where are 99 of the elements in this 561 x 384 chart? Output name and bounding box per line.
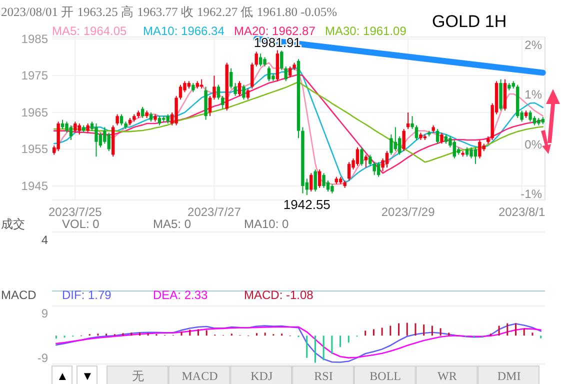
candlestick — [444, 134, 448, 144]
text: MA20: 1962.87 — [234, 24, 316, 38]
candlestick — [221, 95, 224, 110]
text: KDJ — [250, 369, 273, 383]
text: ▼ — [82, 369, 94, 383]
text: ▲ — [56, 369, 68, 383]
text: RSI — [314, 369, 333, 383]
candlestick — [116, 114, 119, 126]
text: MA10: 1966.34 — [143, 24, 225, 38]
candlestick — [465, 146, 469, 158]
candlestick — [120, 114, 124, 126]
candlestick — [532, 116, 536, 126]
y-tick-label: -9 — [37, 350, 48, 365]
x-tick-label: 2023/7/25 — [48, 205, 102, 219]
y-tick-label: 1985 — [21, 32, 48, 46]
text: DEA: 2.33 — [153, 288, 208, 302]
text: 成交 — [1, 217, 25, 231]
candlestick — [452, 140, 456, 159]
candlestick — [402, 128, 406, 152]
candlestick — [212, 75, 216, 100]
candlestick — [385, 150, 389, 168]
text: 4 — [41, 233, 48, 247]
candlestick — [414, 124, 418, 141]
line-series — [53, 81, 544, 163]
y-tick-label: 1975 — [21, 68, 48, 83]
candlestick — [86, 122, 90, 134]
candlestick — [78, 122, 81, 136]
candlestick — [280, 50, 284, 71]
candlestick — [69, 124, 73, 141]
candlestick — [284, 66, 288, 82]
candlestick — [360, 146, 364, 166]
y2-tick-label: 1% — [524, 88, 542, 102]
text: 无 — [132, 369, 144, 383]
x-tick-label: 2023/7/29 — [381, 205, 436, 219]
candlestick — [192, 82, 195, 93]
candlestick — [474, 146, 478, 164]
candlestick — [94, 122, 98, 158]
candlestick — [254, 51, 258, 67]
text: MACD — [182, 369, 218, 383]
candlestick — [440, 132, 444, 144]
candlestick — [372, 162, 376, 176]
candlestick — [242, 84, 246, 100]
x-tick-label: 2023/8/1 — [498, 205, 546, 219]
candlestick — [267, 66, 271, 82]
candlestick — [263, 56, 266, 67]
candlestick — [250, 62, 254, 90]
y2-tick-label: 0% — [524, 137, 542, 152]
x-tick-label: 2023/7/27 — [188, 205, 242, 219]
candlestick — [470, 146, 473, 159]
candlestick — [356, 146, 360, 166]
chart-subtitle: 2023/08/01 开 1963.25 高 1963.77 收 1962.27 低 1961.80 -0.05% — [1, 4, 338, 19]
candlestick — [234, 82, 237, 96]
candlestick — [318, 168, 322, 188]
candlestick — [158, 116, 162, 126]
candlestick — [364, 154, 368, 168]
candlestick — [347, 162, 351, 181]
candlestick — [528, 110, 532, 122]
candlestick — [398, 136, 402, 156]
text: MA10: 0 — [244, 217, 290, 231]
candlestick — [314, 168, 317, 192]
candlestick — [330, 184, 334, 194]
candlestick — [107, 132, 110, 152]
candlestick — [65, 121, 68, 134]
text: BOLL — [370, 369, 402, 383]
text: WR — [438, 369, 457, 383]
candlestick — [368, 154, 372, 166]
candlestick — [390, 134, 393, 156]
text: MACD: -1.08 — [244, 288, 314, 302]
text: DIF: 1.79 — [62, 288, 112, 302]
candlestick — [178, 84, 182, 100]
candlestick — [310, 172, 313, 192]
text: MA5: 1964.05 — [52, 24, 128, 38]
candlestick — [238, 80, 242, 96]
candlestick — [166, 114, 170, 124]
text: VOL: 0 — [62, 217, 100, 231]
y-tick-label: 1965 — [21, 105, 48, 120]
candlestick — [376, 162, 380, 178]
candlestick — [436, 128, 440, 144]
chart-title: MACD — [1, 288, 37, 302]
candlestick — [149, 112, 153, 122]
candlestick — [410, 116, 414, 130]
text: MA30: 1961.09 — [325, 24, 407, 38]
chart-title: GOLD 1H — [432, 12, 507, 31]
y2-tick-label: -1% — [520, 187, 542, 202]
candlestick — [322, 172, 326, 188]
candlestick — [140, 106, 144, 118]
text: MA5: 0 — [153, 217, 192, 231]
y-tick-label: 1945 — [21, 179, 48, 194]
annotation: 1942.55 — [283, 197, 330, 212]
candlestick — [258, 53, 262, 67]
candlestick — [478, 140, 482, 159]
candlestick — [208, 95, 212, 117]
y-tick-label: 9 — [41, 306, 48, 320]
y2-tick-label: 2% — [524, 38, 542, 52]
candlestick — [74, 121, 77, 134]
y-tick-label: 1955 — [21, 142, 48, 156]
candlestick — [229, 68, 233, 90]
candlestick — [216, 84, 220, 100]
text: DMI — [497, 369, 521, 383]
